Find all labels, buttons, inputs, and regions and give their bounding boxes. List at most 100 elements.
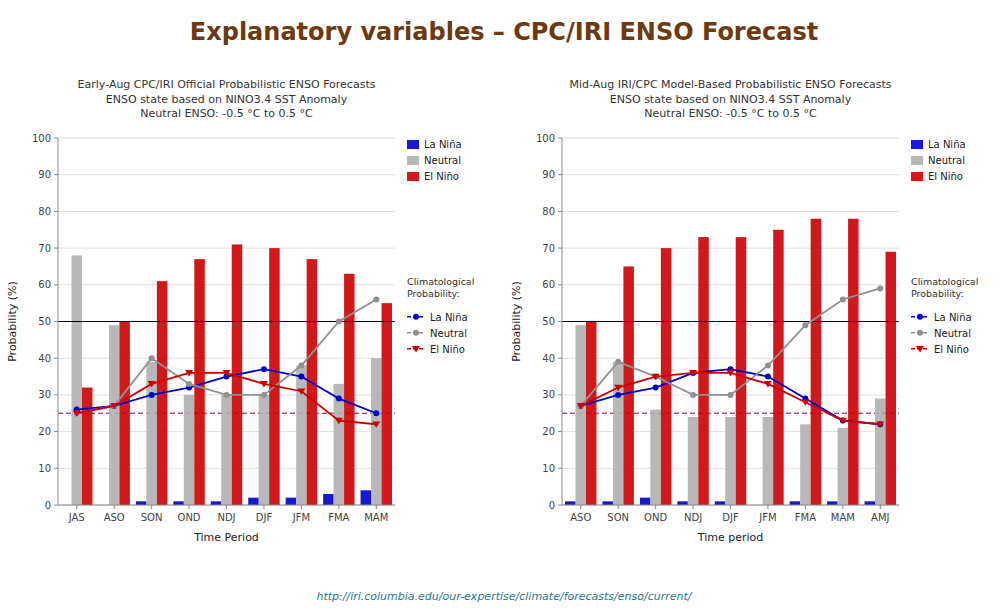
x-tick: [842, 505, 843, 509]
legend-marker: [916, 346, 924, 352]
series-line: [77, 369, 377, 413]
legend-label: El Niño: [430, 344, 465, 355]
line-marker: [373, 410, 379, 416]
x-tick: [730, 505, 731, 509]
y-tick: [558, 211, 562, 212]
y-tick-label: 70: [542, 243, 555, 254]
line-marker: [261, 366, 267, 372]
x-tick-label: FMA: [328, 512, 349, 523]
x-tick-label: DJF: [256, 512, 273, 523]
bar: [602, 501, 612, 505]
x-tick: [655, 505, 656, 509]
y-tick: [54, 248, 58, 249]
line-marker: [840, 418, 846, 424]
x-tick: [580, 505, 581, 509]
x-tick: [376, 505, 377, 509]
bar: [71, 255, 81, 505]
legend-title: Climatological: [407, 276, 474, 287]
bar: [763, 417, 773, 505]
bar: [886, 252, 896, 505]
legend-label: Neutral: [928, 155, 965, 166]
bar: [827, 501, 837, 505]
bar: [194, 259, 204, 505]
line-marker: [840, 296, 846, 302]
y-axis-label: Probability (%): [6, 281, 19, 362]
grid-line: [58, 211, 395, 212]
legend-swatch: [911, 140, 923, 149]
y-tick: [54, 284, 58, 285]
bar: [688, 417, 698, 505]
legend-marker: [917, 330, 923, 336]
y-tick-label: 50: [542, 316, 555, 327]
x-tick: [151, 505, 152, 509]
line-marker: [110, 403, 118, 409]
line-marker: [186, 381, 192, 387]
grid-line: [58, 248, 395, 249]
x-tick: [189, 505, 190, 509]
bar: [248, 498, 258, 505]
line-marker: [149, 355, 155, 361]
bar: [184, 395, 194, 505]
bar: [875, 399, 885, 505]
legend-marker: [917, 314, 923, 320]
y-tick: [54, 431, 58, 432]
x-tick: [767, 505, 768, 509]
bar: [650, 410, 660, 505]
y-tick: [54, 174, 58, 175]
line-marker: [764, 381, 772, 387]
line-marker: [690, 392, 696, 398]
y-tick: [558, 505, 562, 506]
x-tick: [880, 505, 881, 509]
bar: [838, 428, 848, 505]
y-axis-label: Probability (%): [510, 281, 523, 362]
x-tick-label: SON: [141, 512, 163, 523]
x-tick-label: OND: [178, 512, 201, 523]
y-axis-line: [562, 138, 563, 505]
x-tick: [301, 505, 302, 509]
y-tick: [558, 321, 562, 322]
bar: [269, 248, 279, 505]
chart: Mid-Aug IRI/CPC Model-Based Probabilisti…: [510, 78, 978, 544]
line-marker: [224, 392, 230, 398]
legend-swatch: [407, 140, 419, 149]
bar: [136, 501, 146, 505]
plot-area: [58, 244, 395, 505]
line-marker: [111, 403, 117, 409]
legend-label: La Niña: [430, 312, 468, 323]
legend-label: Neutral: [934, 328, 971, 339]
legend-label: El Niño: [928, 171, 963, 182]
series-line: [581, 288, 881, 405]
line-marker: [577, 403, 585, 409]
line-marker: [298, 374, 304, 380]
y-tick-label: 90: [542, 169, 555, 180]
chart: Early-Aug CPC/IRI Official Probabilistic…: [6, 78, 474, 544]
chart-subtitle: ENSO state based on NINO3.4 SST Anomaly: [610, 93, 852, 106]
climatological-line: [562, 321, 899, 322]
bar: [725, 417, 735, 505]
x-tick: [618, 505, 619, 509]
line-marker: [614, 385, 622, 391]
line-marker: [149, 392, 155, 398]
y-tick-label: 100: [32, 133, 51, 144]
y-tick-label: 10: [38, 463, 51, 474]
y-tick-label: 50: [38, 316, 51, 327]
y-tick: [558, 174, 562, 175]
x-axis-label: Time period: [697, 531, 763, 544]
reference-line: [58, 321, 395, 322]
chart-subtitle: ENSO state based on NINO3.4 SST Anomaly: [106, 93, 348, 106]
x-tick-label: JAS: [68, 512, 85, 523]
x-tick-label: DJF: [722, 512, 739, 523]
x-tick-label: NDJ: [217, 512, 235, 523]
series-line: [581, 373, 881, 424]
grid-line: [58, 174, 395, 175]
bar: [613, 362, 623, 505]
line-marker: [876, 421, 884, 427]
x-tick-label: JFM: [758, 512, 776, 523]
y-tick: [54, 358, 58, 359]
legend-marker: [412, 346, 420, 352]
bar: [334, 384, 344, 505]
bar: [296, 366, 306, 505]
y-tick-label: 80: [542, 206, 555, 217]
plot-area: [562, 219, 899, 505]
x-tick: [338, 505, 339, 509]
